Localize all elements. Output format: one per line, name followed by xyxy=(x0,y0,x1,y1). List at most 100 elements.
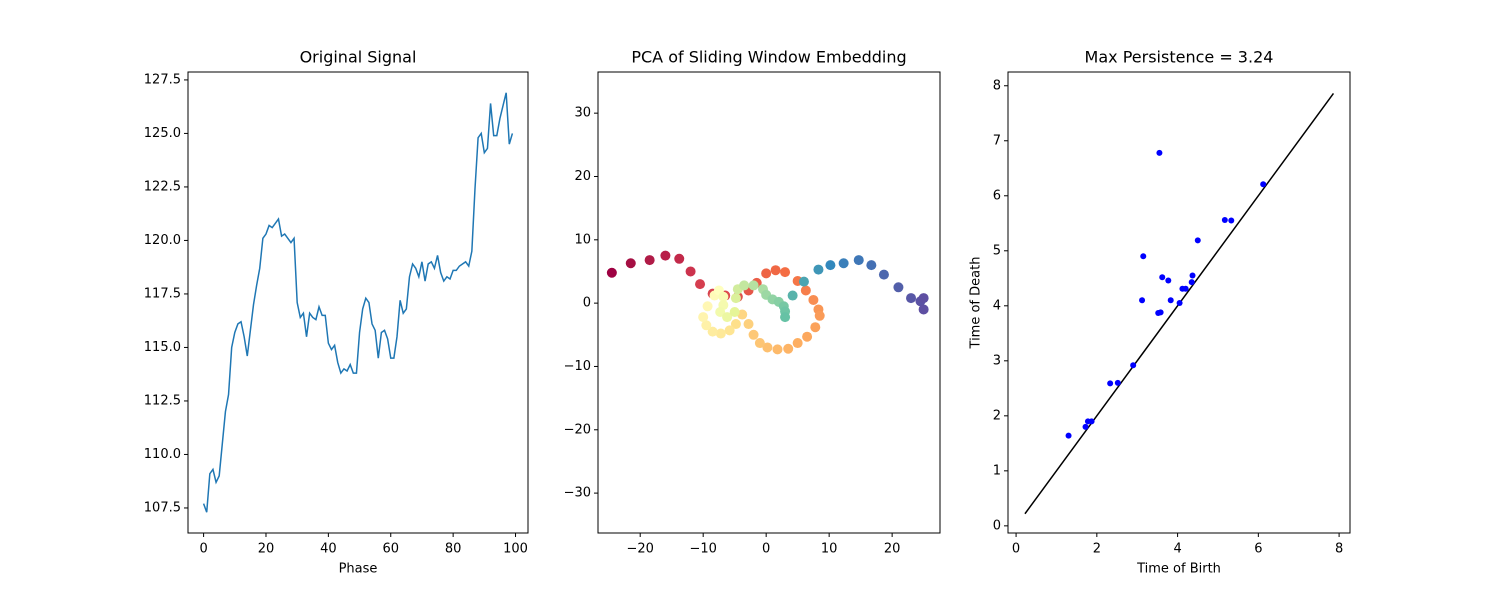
x-tick-label: 0 xyxy=(199,542,207,557)
y-tick-label: 0 xyxy=(583,296,591,311)
point xyxy=(1130,362,1137,369)
point xyxy=(707,326,718,337)
y-tick-label: 0 xyxy=(993,518,1001,533)
point xyxy=(1188,279,1195,286)
x-tick-label: 100 xyxy=(503,542,528,557)
point xyxy=(780,267,791,278)
y-tick-label: 107.5 xyxy=(144,500,181,515)
point xyxy=(748,329,759,340)
y-tick-label: 2 xyxy=(993,408,1001,423)
point xyxy=(625,258,636,269)
point xyxy=(702,301,713,312)
axes-frame xyxy=(597,71,941,534)
y-tick-label: 3 xyxy=(993,353,1001,368)
x-axis-label: Time of Birth xyxy=(1136,562,1221,577)
point xyxy=(1159,274,1166,281)
x-tick-label: 40 xyxy=(320,542,337,557)
point xyxy=(810,322,821,333)
y-tick-label: 7 xyxy=(993,133,1001,148)
y-tick-label: −30 xyxy=(564,486,591,501)
y-tick-label: 112.5 xyxy=(144,393,181,408)
point xyxy=(1221,216,1228,223)
y-tick-label: 1 xyxy=(993,463,1001,478)
point xyxy=(1228,217,1235,224)
x-tick-label: 8 xyxy=(1335,542,1343,557)
x-tick-label: −20 xyxy=(626,542,653,557)
x-tick-label: −10 xyxy=(689,542,716,557)
y-tick-label: 122.5 xyxy=(144,179,181,194)
y-tick-label: −20 xyxy=(564,422,591,437)
point xyxy=(1139,297,1146,304)
point xyxy=(798,276,809,287)
point xyxy=(1082,423,1089,430)
point xyxy=(825,260,836,271)
point xyxy=(698,312,709,323)
point xyxy=(1194,237,1201,244)
point xyxy=(761,268,772,279)
point xyxy=(814,310,825,321)
point xyxy=(808,294,819,305)
point xyxy=(792,338,803,349)
point xyxy=(1107,380,1114,387)
y-tick-label: 5 xyxy=(993,243,1001,258)
y-tick-label: 20 xyxy=(574,169,591,184)
y-tick-label: 125.0 xyxy=(144,126,181,141)
x-tick-label: 80 xyxy=(445,542,462,557)
point xyxy=(730,319,741,330)
point xyxy=(780,312,791,323)
y-axis-label: Time of Death xyxy=(969,257,984,350)
y-tick-label: 4 xyxy=(993,298,1001,313)
point xyxy=(838,258,849,269)
point xyxy=(715,328,726,339)
point xyxy=(853,255,864,266)
point xyxy=(1114,379,1121,386)
point xyxy=(906,293,917,304)
point xyxy=(1140,253,1147,260)
point xyxy=(743,319,754,330)
y-tick-label: −10 xyxy=(564,359,591,374)
point xyxy=(701,320,712,331)
point xyxy=(748,280,759,291)
point xyxy=(606,267,617,278)
x-tick-label: 4 xyxy=(1173,542,1181,557)
point xyxy=(1260,181,1267,188)
point xyxy=(866,260,877,271)
point xyxy=(715,306,726,317)
point xyxy=(1189,272,1196,279)
point xyxy=(674,253,685,264)
x-tick-label: 2 xyxy=(1093,542,1101,557)
point xyxy=(813,264,824,275)
chart-title: Original Signal xyxy=(300,48,417,67)
point xyxy=(802,331,813,342)
point xyxy=(724,325,735,336)
x-axis-label: Phase xyxy=(339,562,378,577)
signal-line xyxy=(202,92,514,513)
point xyxy=(893,282,904,293)
point xyxy=(722,312,733,323)
x-tick-label: 60 xyxy=(382,542,399,557)
y-tick-label: 120.0 xyxy=(144,233,181,248)
point xyxy=(1157,309,1164,316)
point xyxy=(1182,285,1189,292)
point xyxy=(918,304,929,315)
y-tick-label: 10 xyxy=(574,232,591,247)
point xyxy=(1088,418,1095,425)
point xyxy=(1165,277,1172,284)
point xyxy=(1065,432,1072,439)
point xyxy=(787,290,798,301)
y-tick-label: 6 xyxy=(993,188,1001,203)
chart-title: Max Persistence = 3.24 xyxy=(1085,48,1274,67)
point xyxy=(1156,149,1163,156)
point xyxy=(754,338,765,349)
y-tick-label: 117.5 xyxy=(144,286,181,301)
axes-frame xyxy=(1007,71,1351,534)
point xyxy=(660,250,671,261)
y-tick-label: 30 xyxy=(574,106,591,121)
chart-title: PCA of Sliding Window Embedding xyxy=(631,48,906,67)
point xyxy=(685,266,696,277)
point xyxy=(800,285,811,296)
axes-frame xyxy=(187,71,529,534)
point xyxy=(730,293,741,304)
y-tick-label: 110.0 xyxy=(144,447,181,462)
